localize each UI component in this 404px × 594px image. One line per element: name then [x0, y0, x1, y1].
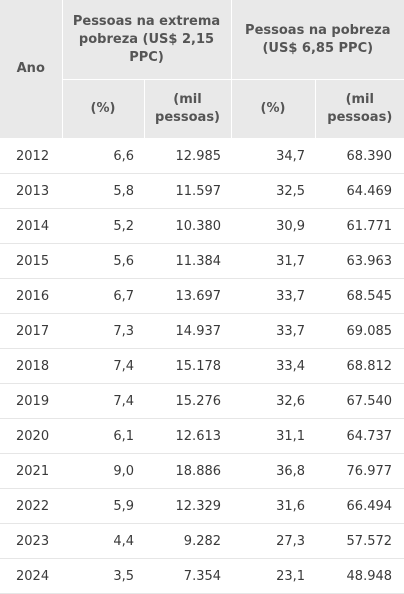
table-row: 2019 7,4 15.276 32,6 67.540	[0, 383, 404, 419]
cell-extreme-thousand: 9.282	[144, 523, 232, 559]
cell-extreme-percent: 6,1	[62, 418, 144, 454]
table-row: 2021 9,0 18.886 36,8 76.977	[0, 453, 404, 489]
cell-extreme-percent: 3,5	[62, 558, 144, 594]
cell-extreme-percent: 9,0	[62, 453, 144, 489]
header-group-poverty: Pessoas na pobreza (US$ 6,85 PPC)	[231, 0, 404, 80]
cell-poverty-percent: 33,7	[231, 278, 316, 314]
cell-extreme-thousand: 10.380	[144, 208, 232, 244]
cell-extreme-percent: 5,6	[62, 243, 144, 279]
cell-extreme-thousand: 14.937	[144, 313, 232, 349]
table-row: 2015 5,6 11.384 31,7 63.963	[0, 243, 404, 279]
cell-poverty-percent: 30,9	[231, 208, 316, 244]
cell-extreme-thousand: 13.697	[144, 278, 232, 314]
cell-poverty-thousand: 69.085	[315, 313, 404, 349]
cell-poverty-thousand: 76.977	[315, 453, 404, 489]
cell-poverty-thousand: 57.572	[315, 523, 404, 559]
table-row: 2014 5,2 10.380 30,9 61.771	[0, 208, 404, 244]
cell-year: 2024	[0, 558, 62, 594]
header-ano: Ano	[0, 0, 63, 139]
cell-extreme-thousand: 15.178	[144, 348, 232, 384]
cell-poverty-percent: 31,1	[231, 418, 316, 454]
cell-poverty-percent: 33,4	[231, 348, 316, 384]
cell-extreme-percent: 6,6	[62, 138, 144, 174]
table-row: 2020 6,1 12.613 31,1 64.737	[0, 418, 404, 454]
cell-poverty-percent: 31,7	[231, 243, 316, 279]
cell-poverty-percent: 32,6	[231, 383, 316, 419]
header-poverty-thousand: (mil pessoas)	[315, 79, 404, 139]
table-row: 2024 3,5 7.354 23,1 48.948	[0, 558, 404, 594]
cell-extreme-percent: 7,4	[62, 348, 144, 384]
cell-extreme-percent: 5,8	[62, 173, 144, 209]
cell-extreme-percent: 7,3	[62, 313, 144, 349]
cell-year: 2015	[0, 243, 62, 279]
cell-extreme-percent: 5,9	[62, 488, 144, 524]
cell-year: 2012	[0, 138, 62, 174]
cell-extreme-percent: 4,4	[62, 523, 144, 559]
cell-year: 2016	[0, 278, 62, 314]
table-row: 2012 6,6 12.985 34,7 68.390	[0, 138, 404, 174]
cell-poverty-thousand: 68.812	[315, 348, 404, 384]
cell-poverty-thousand: 64.737	[315, 418, 404, 454]
table-row: 2023 4,4 9.282 27,3 57.572	[0, 523, 404, 559]
header-extreme-percent: (%)	[62, 79, 145, 139]
cell-poverty-thousand: 63.963	[315, 243, 404, 279]
table-row: 2022 5,9 12.329 31,6 66.494	[0, 488, 404, 524]
cell-year: 2013	[0, 173, 62, 209]
cell-poverty-percent: 36,8	[231, 453, 316, 489]
table-row: 2017 7,3 14.937 33,7 69.085	[0, 313, 404, 349]
cell-poverty-percent: 27,3	[231, 523, 316, 559]
cell-poverty-thousand: 66.494	[315, 488, 404, 524]
cell-year: 2021	[0, 453, 62, 489]
header-group-extreme-poverty: Pessoas na extrema pobreza (US$ 2,15 PPC…	[62, 0, 232, 80]
cell-poverty-percent: 34,7	[231, 138, 316, 174]
table-row: 2013 5,8 11.597 32,5 64.469	[0, 173, 404, 209]
cell-extreme-thousand: 12.329	[144, 488, 232, 524]
cell-extreme-thousand: 11.597	[144, 173, 232, 209]
header-extreme-thousand: (mil pessoas)	[144, 79, 232, 139]
cell-poverty-thousand: 68.545	[315, 278, 404, 314]
cell-extreme-thousand: 18.886	[144, 453, 232, 489]
cell-year: 2019	[0, 383, 62, 419]
cell-year: 2014	[0, 208, 62, 244]
cell-poverty-thousand: 64.469	[315, 173, 404, 209]
cell-poverty-thousand: 61.771	[315, 208, 404, 244]
cell-poverty-percent: 32,5	[231, 173, 316, 209]
cell-extreme-thousand: 12.613	[144, 418, 232, 454]
cell-year: 2018	[0, 348, 62, 384]
table-body: 2012 6,6 12.985 34,7 68.390 2013 5,8 11.…	[0, 138, 404, 594]
cell-poverty-thousand: 68.390	[315, 138, 404, 174]
cell-poverty-thousand: 48.948	[315, 558, 404, 594]
cell-year: 2017	[0, 313, 62, 349]
cell-year: 2022	[0, 488, 62, 524]
table-row: 2018 7,4 15.178 33,4 68.812	[0, 348, 404, 384]
cell-year: 2020	[0, 418, 62, 454]
cell-poverty-percent: 33,7	[231, 313, 316, 349]
cell-extreme-percent: 7,4	[62, 383, 144, 419]
cell-extreme-thousand: 7.354	[144, 558, 232, 594]
cell-extreme-percent: 6,7	[62, 278, 144, 314]
header-poverty-percent: (%)	[231, 79, 316, 139]
cell-year: 2023	[0, 523, 62, 559]
cell-extreme-percent: 5,2	[62, 208, 144, 244]
cell-poverty-percent: 23,1	[231, 558, 316, 594]
cell-extreme-thousand: 11.384	[144, 243, 232, 279]
table-row: 2016 6,7 13.697 33,7 68.545	[0, 278, 404, 314]
cell-extreme-thousand: 12.985	[144, 138, 232, 174]
cell-extreme-thousand: 15.276	[144, 383, 232, 419]
cell-poverty-percent: 31,6	[231, 488, 316, 524]
table-header: Ano Pessoas na extrema pobreza (US$ 2,15…	[0, 0, 404, 139]
cell-poverty-thousand: 67.540	[315, 383, 404, 419]
